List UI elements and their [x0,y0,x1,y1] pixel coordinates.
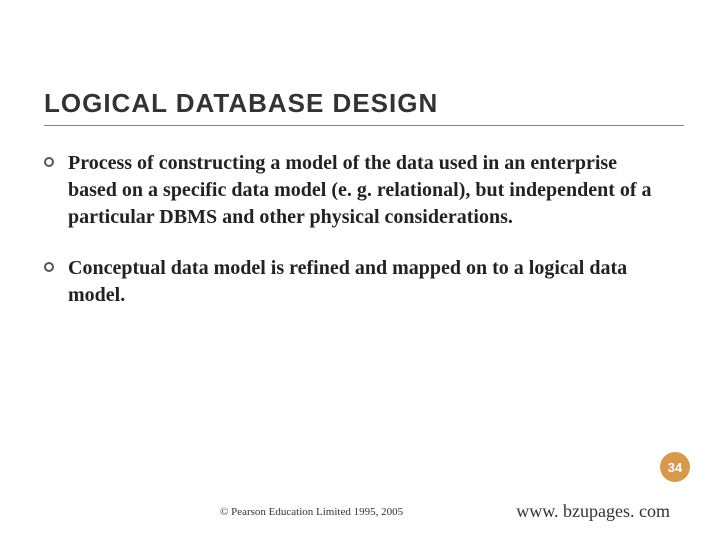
page-number-badge: 34 [660,452,690,482]
slide-title: LOGICAL DATABASE DESIGN [44,88,684,126]
slide-container: LOGICAL DATABASE DESIGN Process of const… [0,0,720,540]
bullet-text: Conceptual data model is refined and map… [68,255,654,309]
bullet-item: Process of constructing a model of the d… [44,150,654,231]
copyright-text: © Pearson Education Limited 1995, 2005 [220,506,403,518]
bullet-text: Process of constructing a model of the d… [68,150,654,231]
bullet-icon [44,157,54,167]
url-text: www. bzupages. com [516,501,670,522]
bullet-item: Conceptual data model is refined and map… [44,255,654,309]
page-number: 34 [668,460,682,475]
bullet-icon [44,262,54,272]
content-area: Process of constructing a model of the d… [44,150,654,333]
